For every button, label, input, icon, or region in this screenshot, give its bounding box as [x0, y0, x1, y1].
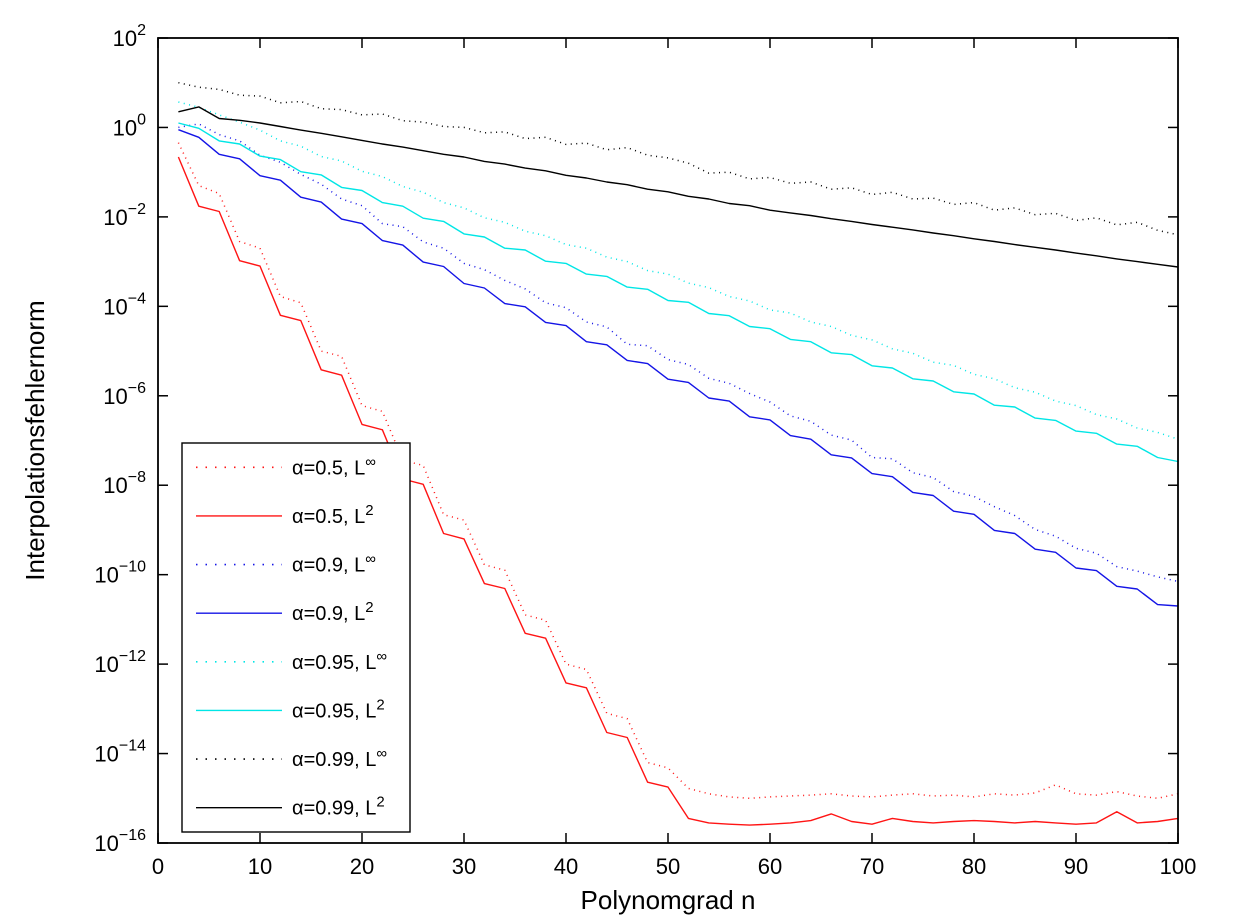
- x-tick-label: 90: [1064, 854, 1088, 879]
- x-tick-label: 60: [758, 854, 782, 879]
- series-a09-l2-line: [178, 129, 1179, 607]
- legend-box: [181, 442, 411, 833]
- series-a05-linf-line: [177, 142, 1179, 800]
- series-a099-linf-line: [178, 81, 1179, 236]
- legend-label: α=0.95, L∞: [292, 648, 387, 674]
- legend-entry-a095-l2: α=0.95, L2: [196, 696, 385, 722]
- x-tick-label: 20: [350, 854, 374, 879]
- legend-entry-a095-linf: α=0.95, L∞: [196, 648, 387, 674]
- legend-label: α=0.99, L∞: [292, 745, 387, 771]
- y-tick-label: 100: [113, 111, 146, 140]
- legend: α=0.5, L∞ α=0.5, L2 α=0.9, L∞ α=0.9, L2 α=0.…: [181, 442, 411, 833]
- legend-label: α=0.99, L2: [292, 794, 385, 820]
- x-tick-label: 40: [554, 854, 578, 879]
- legend-entry-a05-linf: α=0.5, L∞: [196, 453, 376, 479]
- legend-label: α=0.95, L2: [292, 696, 385, 722]
- legend-entry-a09-l2: α=0.9, L2: [196, 599, 374, 625]
- series-a05-l2-line: [177, 156, 1179, 826]
- x-tick-label: 50: [656, 854, 680, 879]
- x-tick-label: 0: [152, 854, 164, 879]
- legend-label: α=0.5, L∞: [292, 453, 376, 479]
- legend-entry-a09-linf: α=0.9, L∞: [196, 551, 376, 577]
- x-tick-label: 70: [860, 854, 884, 879]
- legend-label: α=0.9, L∞: [292, 551, 376, 577]
- x-tick-label: 100: [1160, 854, 1197, 879]
- x-axis-label: Polynomgrad n: [581, 885, 756, 915]
- x-tick-label: 80: [962, 854, 986, 879]
- series-a099-l2-line: [178, 106, 1179, 268]
- legend-entry-a099-l2: α=0.99, L2: [196, 794, 385, 820]
- y-axis-label: Interpolationsfehlernorm: [20, 300, 50, 580]
- series-a095-l2-line: [178, 122, 1179, 463]
- legend-entry-a099-linf: α=0.99, L∞: [196, 745, 387, 771]
- legend-label: α=0.9, L2: [292, 599, 374, 625]
- legend-entry-a05-l2: α=0.5, L2: [196, 502, 374, 528]
- legend-label: α=0.5, L2: [292, 502, 374, 528]
- x-tick-label: 10: [248, 854, 272, 879]
- x-tick-label: 30: [452, 854, 476, 879]
